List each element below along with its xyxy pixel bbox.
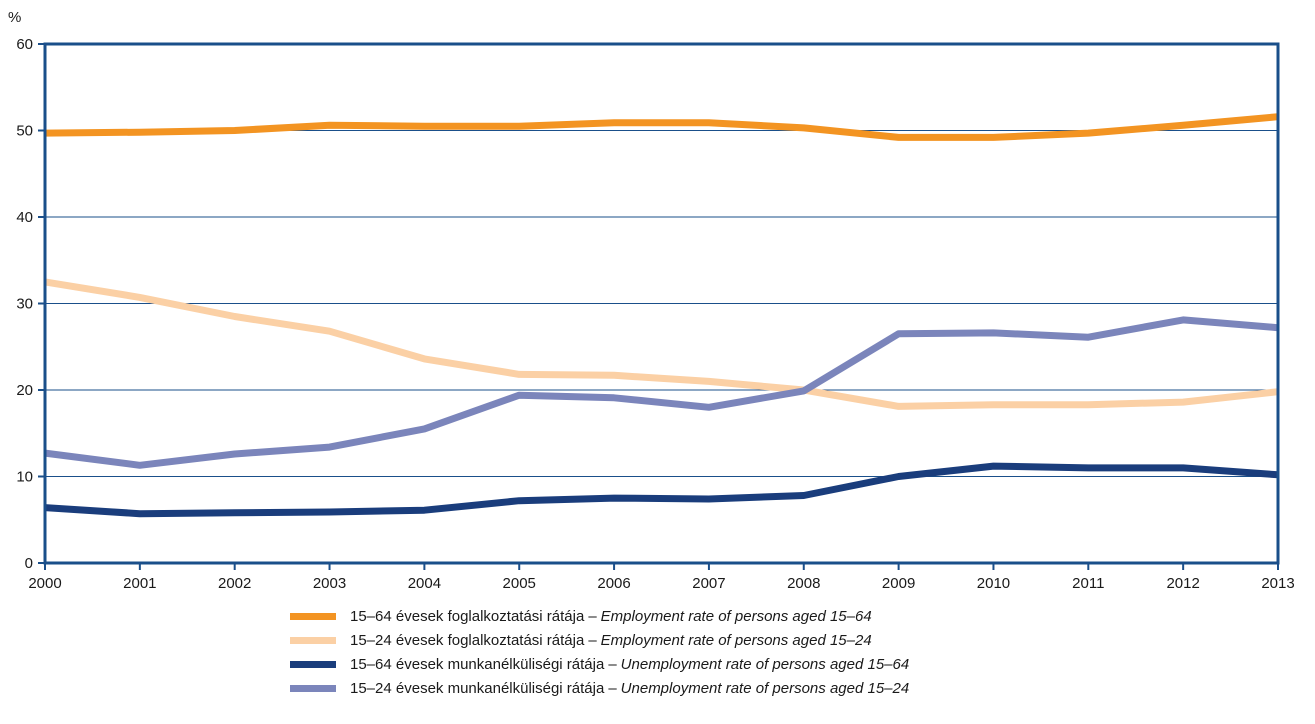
y-tick-label: 50 [16,123,33,140]
x-tick-label: 2013 [1261,575,1294,592]
y-tick-label: 40 [16,209,33,226]
legend-label-en: Employment rate of persons aged 15–64 [600,607,872,625]
series-line [44,113,1279,141]
legend-swatch [290,612,336,620]
x-tick-label: 2003 [313,575,346,592]
legend-item: 15–24 évesek munkanélküliségi rátája – U… [290,676,909,700]
legend-label-hu: 15–64 évesek foglalkoztatási rátája [350,607,585,625]
x-tick-label: 2006 [597,575,630,592]
y-axis-unit-label: % [8,9,21,26]
legend-item: 15–64 évesek munkanélküliségi rátája – U… [290,652,909,676]
x-tick-label: 2012 [1166,575,1199,592]
legend-label-en: Unemployment rate of persons aged 15–24 [620,679,910,697]
x-tick-label: 2009 [882,575,915,592]
legend-swatch [290,636,336,644]
legend-label-en: Employment rate of persons aged 15–24 [600,631,872,649]
grid-lines [45,130,1278,477]
y-tick-labels: 0 10 20 30 40 50 60 [16,36,45,572]
legend-item: 15–24 évesek foglalkoztatási rátája – Em… [290,628,909,652]
x-tick-label: 2008 [787,575,820,592]
legend-swatch [290,660,336,668]
x-tick-label: 2002 [218,575,251,592]
x-tick-labels: 2000 2001 2002 2003 2004 2005 2006 2007 2008 2009… [28,563,1295,592]
legend-label-hu: 15–24 évesek munkanélküliségi rátája [350,679,605,697]
series-line [44,278,1279,410]
series-lines [44,113,1279,518]
legend-separator: – [608,679,617,697]
legend-label-hu: 15–64 évesek munkanélküliségi rátája [350,655,605,673]
x-tick-label: 2005 [503,575,536,592]
legend-separator: – [608,655,617,673]
x-tick-label: 2010 [977,575,1010,592]
line-chart: % 0 10 20 30 40 50 60 2000 2001 2002 2003 2004 2005… [8,9,1295,592]
legend-label-en: Unemployment rate of persons aged 15–64 [620,655,910,673]
y-tick-label: 30 [16,296,33,313]
x-tick-label: 2001 [123,575,156,592]
legend-label-hu: 15–24 évesek foglalkoztatási rátája [350,631,585,649]
legend-item: 15–64 évesek foglalkoztatási rátája – Em… [290,604,909,628]
series-line [44,316,1279,469]
x-tick-label: 2000 [28,575,61,592]
legend-separator: – [588,631,597,649]
x-tick-label: 2011 [1072,575,1104,592]
y-tick-label: 60 [16,36,33,53]
y-tick-label: 20 [16,382,33,399]
y-tick-label: 0 [25,555,33,572]
series-line [44,462,1279,518]
x-tick-label: 2004 [408,575,441,592]
legend: 15–64 évesek foglalkoztatási rátája – Em… [290,604,909,700]
y-tick-label: 10 [16,469,33,486]
legend-separator: – [588,607,597,625]
legend-swatch [290,684,336,692]
x-tick-label: 2007 [692,575,725,592]
